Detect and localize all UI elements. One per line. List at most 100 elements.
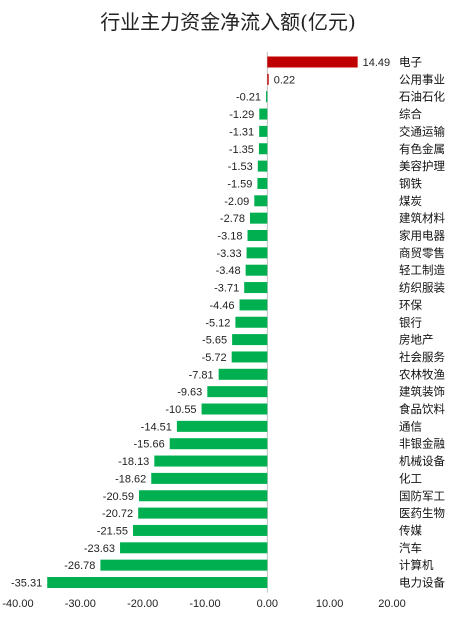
data-label: 0.22 — [274, 74, 295, 86]
bar — [254, 195, 268, 207]
category-labels-layer: 电子公用事业石油石化综合交通运输有色金属美容护理钢铁煤炭建筑材料家用电器商贸零售… — [399, 55, 445, 590]
bar — [246, 247, 268, 259]
bars-layer — [47, 56, 358, 588]
bar — [138, 507, 268, 519]
data-label: -18.62 — [115, 473, 146, 485]
data-label: -14.51 — [141, 421, 172, 433]
x-tick-label: 20.00 — [378, 598, 406, 610]
data-label: -1.29 — [229, 109, 254, 121]
bar — [258, 143, 268, 155]
category-label: 国防军工 — [399, 489, 445, 503]
bar — [257, 177, 268, 189]
bar — [154, 455, 268, 467]
data-label: -18.13 — [118, 456, 149, 468]
data-label: -9.63 — [177, 387, 202, 399]
data-label: 14.49 — [363, 57, 391, 69]
category-label: 交通运输 — [399, 124, 445, 138]
category-label: 医药生物 — [399, 506, 445, 520]
data-label: -1.35 — [229, 144, 254, 156]
bar — [267, 73, 269, 85]
data-label: -3.48 — [216, 265, 241, 277]
category-label: 石油石化 — [399, 90, 445, 104]
category-label: 商贸零售 — [399, 246, 445, 260]
bar — [235, 316, 268, 328]
bar — [232, 334, 268, 346]
category-label: 非银金融 — [399, 437, 445, 451]
category-label: 房地产 — [399, 333, 434, 347]
data-label: -3.18 — [217, 231, 242, 243]
x-tick-label: -30.00 — [65, 598, 96, 610]
data-label: -35.31 — [11, 578, 42, 590]
category-label: 电子 — [399, 55, 422, 69]
data-label: -3.33 — [216, 248, 241, 260]
data-label: -20.72 — [102, 508, 133, 520]
chart-title: 行业主力资金净流入额(亿元) — [100, 10, 356, 34]
data-label: -5.65 — [202, 335, 227, 347]
data-label: -20.59 — [103, 491, 134, 503]
bar — [267, 56, 358, 68]
category-label: 社会服务 — [399, 350, 445, 364]
category-label: 农林牧渔 — [399, 367, 445, 381]
bar — [247, 230, 268, 241]
bar — [138, 490, 268, 502]
value-labels-layer: 14.49 0.22 -0.21 -1.29 -1.31 -1.35 -1.53 -1.59 -… — [11, 57, 390, 590]
data-label: -23.63 — [84, 543, 115, 555]
data-label: -2.78 — [220, 213, 245, 225]
category-label: 煤炭 — [399, 194, 422, 208]
category-label: 机械设备 — [399, 454, 445, 468]
data-label: -1.31 — [229, 126, 254, 138]
data-label: -21.55 — [97, 525, 128, 537]
category-label: 公用事业 — [399, 72, 445, 86]
x-tick-label: -10.00 — [189, 598, 220, 610]
category-label: 轻工制造 — [399, 263, 445, 277]
x-tick-label: -20.00 — [127, 598, 158, 610]
data-label: -15.66 — [134, 439, 165, 451]
x-tick-label: 0.00 — [257, 598, 278, 610]
bar — [245, 264, 268, 276]
bar — [231, 351, 268, 363]
category-label: 银行 — [399, 315, 422, 329]
bar — [133, 524, 268, 536]
bar — [207, 386, 268, 398]
category-label: 汽车 — [399, 541, 422, 555]
data-label: -3.71 — [214, 283, 239, 295]
category-label: 电力设备 — [399, 576, 445, 590]
category-label: 传媒 — [399, 523, 422, 537]
category-label: 化工 — [399, 471, 422, 485]
bar — [257, 160, 268, 172]
category-label: 环保 — [399, 298, 422, 312]
bar — [239, 299, 268, 311]
data-label: -5.72 — [202, 352, 227, 364]
category-label: 钢铁 — [399, 176, 422, 190]
category-label: 计算机 — [399, 558, 434, 572]
category-label: 纺织服装 — [399, 281, 445, 295]
x-tick-label: 10.00 — [316, 598, 344, 610]
bar — [169, 438, 268, 450]
bar — [244, 282, 268, 294]
category-label: 建筑材料 — [399, 211, 445, 225]
data-label: -1.59 — [227, 178, 252, 190]
bar — [201, 403, 268, 415]
data-label: -26.78 — [64, 560, 95, 572]
bar — [151, 472, 268, 484]
data-label: -10.55 — [165, 404, 196, 416]
bar — [100, 559, 268, 571]
bar — [218, 368, 268, 380]
x-tick-labels-layer: -40.00 -30.00 -20.00 -10.00 0.00 10.00 20.00 — [2, 598, 405, 610]
bar — [250, 212, 268, 224]
category-label: 食品饮料 — [399, 402, 445, 416]
category-label: 有色金属 — [399, 142, 445, 156]
bar — [47, 577, 268, 588]
category-label: 家用电器 — [399, 229, 445, 243]
category-label: 美容护理 — [399, 159, 445, 173]
data-label: -4.46 — [209, 300, 234, 312]
data-label: -5.12 — [205, 317, 230, 329]
category-label: 通信 — [399, 419, 422, 433]
data-label: -1.53 — [228, 161, 253, 173]
data-label: -7.81 — [189, 369, 214, 381]
category-label: 综合 — [399, 107, 422, 121]
data-label: -2.09 — [224, 196, 249, 208]
x-tick-label: -40.00 — [2, 598, 33, 610]
